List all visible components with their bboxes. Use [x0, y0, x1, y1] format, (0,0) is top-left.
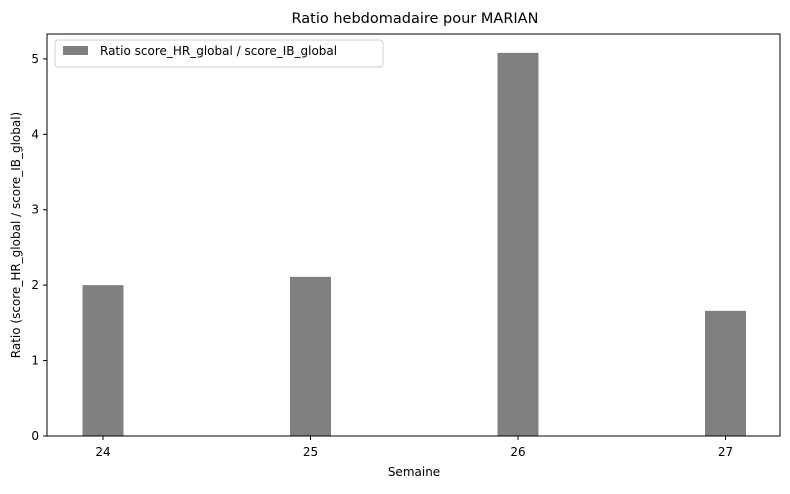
bar-26 [497, 52, 539, 437]
y-tick-label: 0 [31, 429, 39, 443]
chart-title: Ratio hebdomadaire pour MARIAN [292, 11, 539, 27]
bar-24 [82, 285, 124, 436]
x-tick-label: 26 [510, 445, 525, 459]
x-tick-label: 24 [95, 445, 110, 459]
bars-layer [82, 52, 746, 437]
x-axis-label: Semaine [388, 465, 440, 479]
bar-27 [705, 310, 746, 436]
plot-frame [46, 33, 781, 437]
x-tick-label: 25 [303, 445, 318, 459]
legend-frame [54, 39, 384, 68]
bar-25 [290, 276, 331, 436]
y-tick-label: 5 [31, 52, 39, 66]
y-tick-label: 3 [31, 203, 39, 217]
legend: Ratio score_HR_global / score_IB_global [54, 39, 384, 68]
y-tick-label: 2 [31, 278, 39, 292]
y-axis: 0 1 2 3 4 5 [31, 52, 47, 443]
y-tick-label: 4 [31, 127, 39, 141]
y-axis-label: Ratio (score_HR_global / score_IB_global… [9, 112, 23, 358]
x-axis: 24 25 26 27 [95, 436, 733, 459]
legend-swatch [63, 46, 88, 55]
x-tick-label: 27 [718, 445, 733, 459]
y-tick-label: 1 [31, 354, 39, 368]
legend-label: Ratio score_HR_global / score_IB_global [100, 44, 337, 58]
